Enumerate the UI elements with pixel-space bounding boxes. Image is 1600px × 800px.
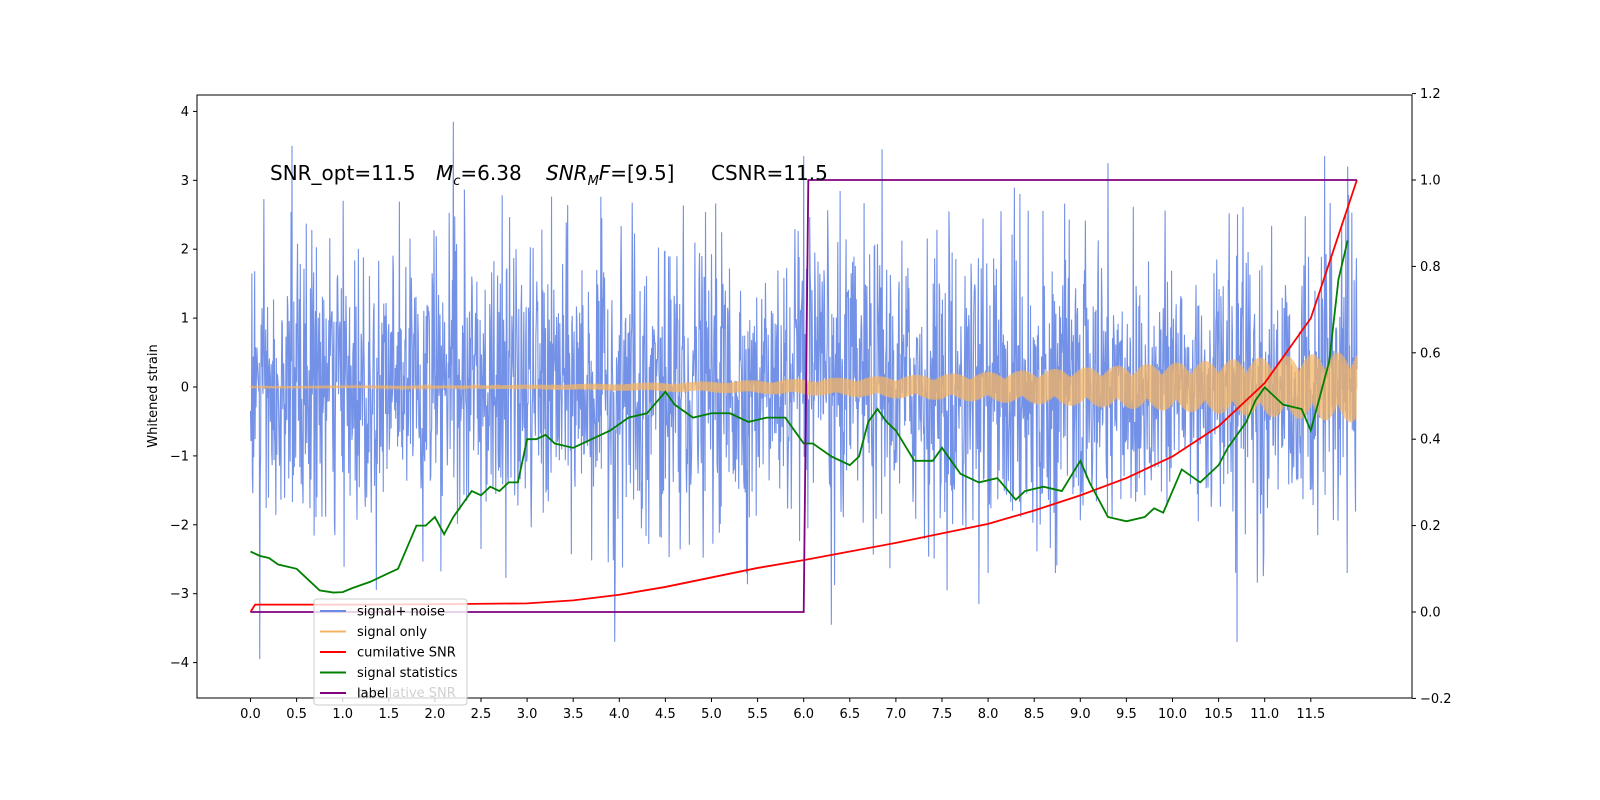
y-tick-label: −2 — [170, 518, 189, 533]
legend-label: signal only — [357, 625, 427, 640]
plot-frame — [196, 94, 1413, 699]
x-tick-label: 3.0 — [517, 707, 538, 722]
annotation-csnr: CSNR=11.5 — [711, 161, 828, 185]
series-layer — [249, 121, 1358, 660]
snr-mf-subscript: M — [588, 174, 599, 189]
snr-mf-value: =[9.5] — [610, 161, 674, 185]
x-tick-label: 11.5 — [1296, 707, 1325, 722]
y2-tick-label: 0.2 — [1420, 519, 1441, 534]
annotation-snr-opt: SNR_opt=11.5 — [270, 161, 416, 185]
y-tick-label: −3 — [170, 587, 189, 602]
y-tick-label: 2 — [181, 243, 189, 258]
y-tick-label: 1 — [181, 312, 189, 327]
x-tick-label: 0.5 — [286, 707, 307, 722]
legend-box — [313, 598, 468, 706]
x-tick-label: 9.0 — [1070, 707, 1091, 722]
mc-value: =6.38 — [460, 161, 521, 185]
x-tick-label: 5.5 — [747, 707, 768, 722]
y2-tick-label: 1.2 — [1420, 87, 1441, 102]
y2-tick-label: 1.0 — [1420, 174, 1441, 189]
annotation-mc: Mc=6.38 — [436, 161, 522, 189]
y-axis-label: Whitened strain — [146, 344, 161, 447]
x-tick-label: 4.0 — [609, 707, 630, 722]
legend-label: cumilative SNR — [357, 646, 456, 661]
series-signal-only — [250, 352, 1358, 423]
x-tick-label: 5.0 — [701, 707, 722, 722]
series-group — [249, 121, 1358, 660]
x-tick-label: 8.0 — [978, 707, 999, 722]
legend: cumilative SNR signal+ noise signal only c… — [313, 598, 468, 706]
snr-mf-tail: F — [599, 161, 611, 185]
legend-entries: signal+ noise signal only cumilative SNR si… — [320, 605, 458, 702]
x-tick-label: 1.5 — [378, 707, 399, 722]
x-tick-label: 11.0 — [1250, 707, 1279, 722]
y-tick-label: −1 — [170, 449, 189, 464]
series-cumulative-snr — [249, 179, 1358, 613]
mc-symbol: M — [436, 161, 453, 185]
y2-tick-label: 0.4 — [1420, 433, 1441, 448]
series-signal-noise — [249, 121, 1358, 660]
x-tick-label: 8.5 — [1024, 707, 1045, 722]
x-tick-label: 2.5 — [471, 707, 492, 722]
series-label — [250, 179, 1357, 613]
x-tick-label: 3.5 — [563, 707, 584, 722]
x-tick-label: 1.0 — [332, 707, 353, 722]
x-tick-label: 6.5 — [839, 707, 860, 722]
x-tick-label: 9.5 — [1116, 707, 1137, 722]
legend-label: signal statistics — [357, 666, 458, 681]
mc-subscript: c — [453, 174, 460, 189]
legend-label: label — [357, 687, 388, 702]
y-tick-label: −4 — [170, 656, 189, 671]
series-signal-statistics — [250, 240, 1349, 594]
x-tick-label: 10.0 — [1158, 707, 1187, 722]
y2-tick-label: 0.0 — [1420, 606, 1441, 621]
annotation-layer: SNR_opt=11.5 Mc=6.38 SNRMF=[9.5] CSNR=11… — [270, 161, 828, 189]
x-tick-label: 2.0 — [425, 707, 446, 722]
x-tick-label: 0.0 — [240, 707, 261, 722]
annotation-snr-mf: SNRMF=[9.5] — [546, 161, 674, 189]
x-tick-label: 6.0 — [793, 707, 814, 722]
y-tick-label: 0 — [181, 381, 189, 396]
x-tick-label: 7.5 — [932, 707, 953, 722]
x-tick-label: 7.0 — [886, 707, 907, 722]
y2-tick-label: 0.8 — [1420, 260, 1441, 275]
x-tick-label: 4.5 — [655, 707, 676, 722]
x-tick-label: 10.5 — [1204, 707, 1233, 722]
y2-tick-label: −0.2 — [1420, 692, 1452, 707]
y2-tick-label: 0.6 — [1420, 346, 1441, 361]
legend-label: signal+ noise — [357, 605, 445, 620]
legend-ghost-text: cumilative SNR — [357, 686, 456, 701]
axes-layer: 0.0 0.5 1.0 1.5 2.0 2.5 3.0 3.5 4.0 4.5 5.0 5.5 6.0 6… — [170, 87, 1452, 722]
snr-mf-symbol: SNR — [546, 161, 588, 185]
y-tick-label: 4 — [181, 105, 189, 120]
y-tick-label: 3 — [181, 174, 189, 189]
